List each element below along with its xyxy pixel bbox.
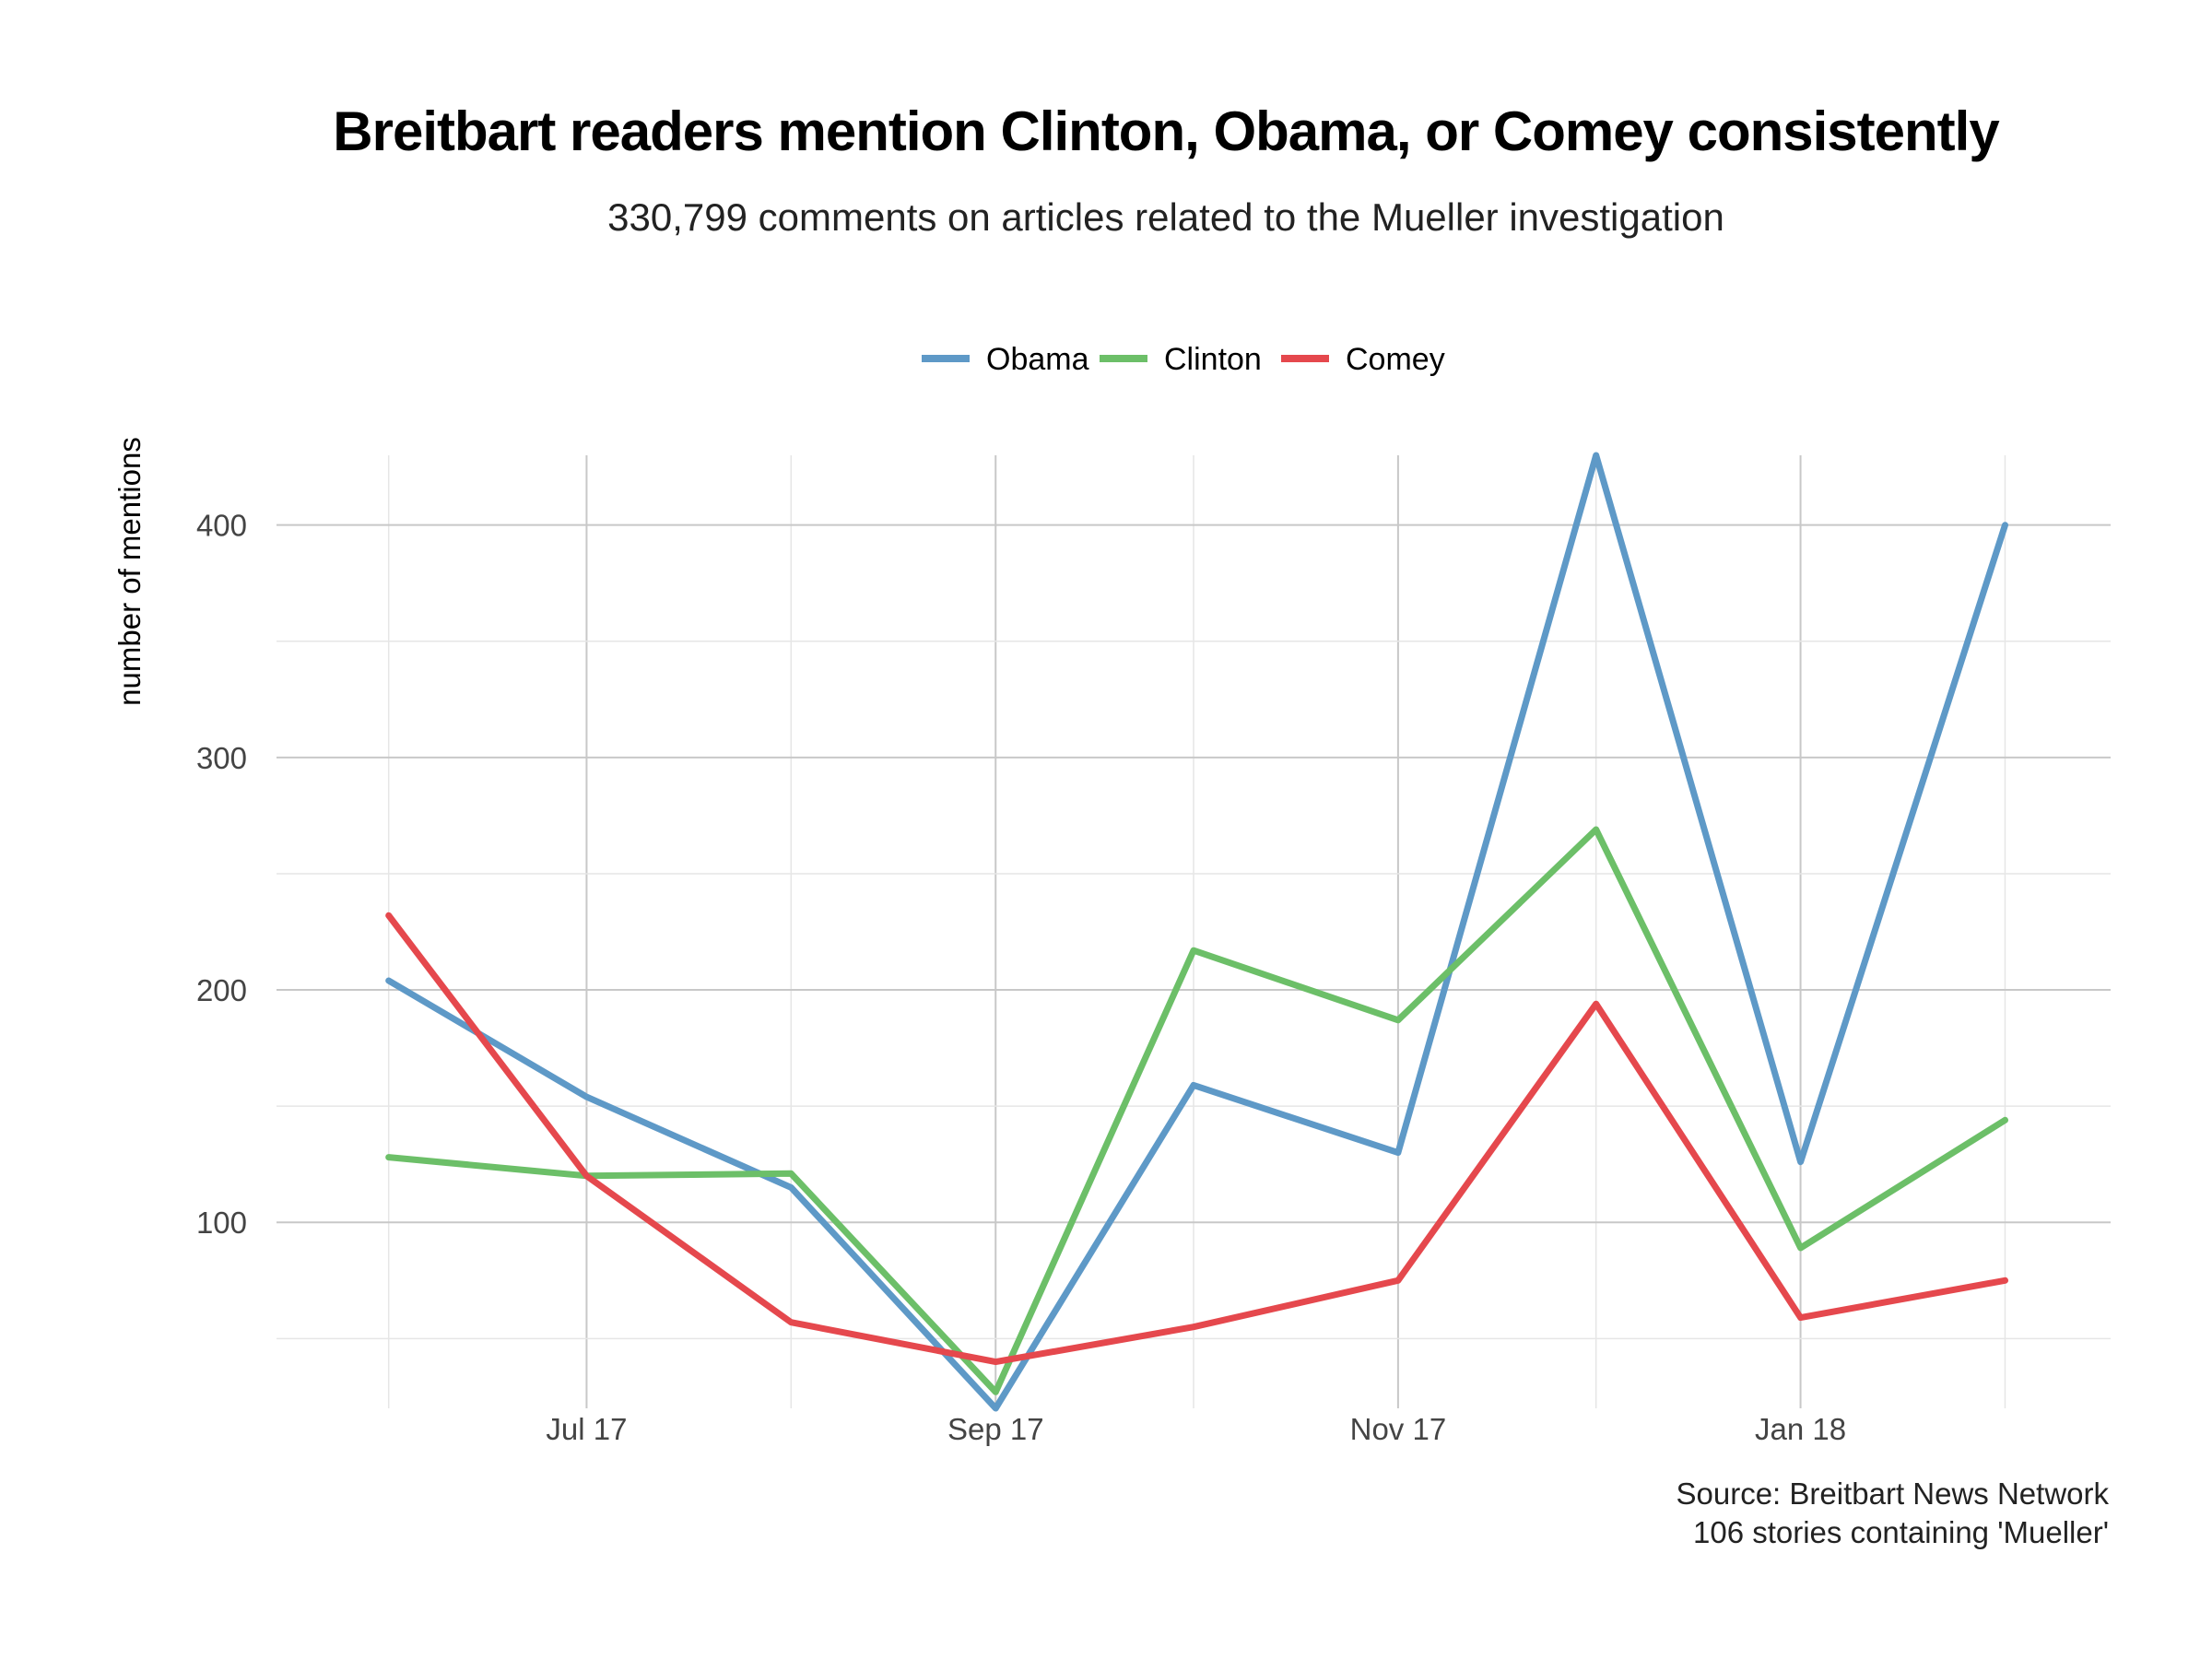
series-line-obama	[385, 452, 2008, 1412]
series-line-comey	[385, 912, 2008, 1366]
chart-subtitle: 330,799 comments on articles related to …	[607, 195, 1724, 239]
x-tick-label: Nov 17	[1350, 1412, 1447, 1446]
x-tick-label: Jan 18	[1755, 1412, 1846, 1446]
legend: Obama Clinton Comey	[922, 342, 1445, 377]
series-lines	[385, 452, 2008, 1412]
y-tick-label: 100	[196, 1206, 247, 1240]
caption-line-source: Source: Breitbart News Network	[1676, 1477, 2110, 1511]
caption-line-stories: 106 stories containing 'Mueller'	[1692, 1515, 2109, 1549]
y-axis-title: number of mentions	[112, 437, 147, 706]
chart-title: Breitbart readers mention Clinton, Obama…	[333, 100, 1999, 162]
legend-label-comey: Comey	[1346, 342, 1445, 377]
axis-ticks: 100 200 300 400 Jul 17 Sep 17 Nov 17 Jan 18	[196, 509, 1846, 1446]
y-tick-label: 300	[196, 741, 247, 775]
y-tick-label: 200	[196, 973, 247, 1007]
y-tick-label: 400	[196, 509, 247, 543]
grid-lines	[276, 455, 2111, 1408]
legend-label-clinton: Clinton	[1164, 342, 1262, 377]
series-line-clinton	[385, 826, 2008, 1395]
caption: Source: Breitbart News Network 106 stori…	[1677, 1475, 2110, 1552]
legend-label-obama: Obama	[986, 342, 1089, 377]
x-tick-label: Sep 17	[947, 1412, 1044, 1446]
x-tick-label: Jul 17	[546, 1412, 627, 1446]
